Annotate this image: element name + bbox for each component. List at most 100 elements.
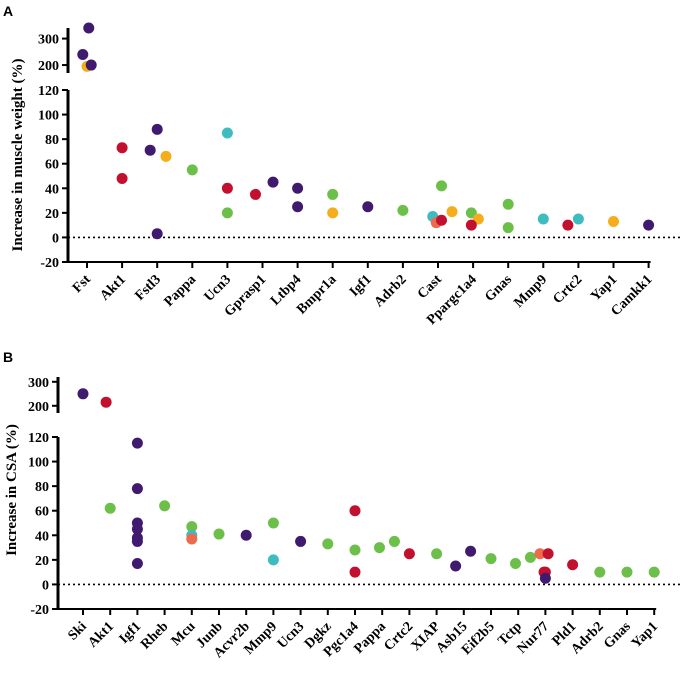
data-point [186,164,198,176]
data-point [388,535,400,547]
y-tick-label: 100 [28,456,49,471]
data-point [534,548,546,560]
data-point [186,521,198,533]
data-point [446,206,458,218]
panel-label: B [3,349,13,365]
y-tick-label: 60 [45,158,59,173]
x-tick-label: Nur77 [515,619,553,657]
data-point [349,566,361,578]
x-tick-label: Igf1 [347,272,375,300]
data-point [131,558,143,570]
data-point [100,396,112,408]
data-point [221,182,233,194]
data-point [327,207,339,219]
y-axis-title: Increase in muscle weight (%) [10,58,26,251]
x-tick-label: Crtc2 [550,272,585,307]
data-point [643,219,655,231]
data-point [608,215,619,227]
data-point [567,559,579,571]
data-point [431,548,443,560]
x-tick-label: Fstl3 [133,272,165,304]
y-tick-label: 300 [38,33,59,48]
y-tick-label: 120 [28,431,49,446]
data-point [349,544,361,556]
panel-b: B -20 0 20 40 60 80 100 120 200 300 Increase in CSA… [3,349,680,661]
data-point [509,558,521,570]
data-point [572,213,584,225]
data-point [131,523,143,535]
x-tick-label: Yap1 [588,272,620,304]
data-point [465,545,477,557]
y-tick-label: 300 [28,376,49,391]
x-tick-label: Fst [70,272,94,296]
y-tick-label: 200 [38,59,59,74]
data-point [77,388,89,400]
data-point [267,554,279,566]
data-point [322,538,334,550]
data-point [621,566,633,578]
y-tick-label: 20 [35,554,49,569]
data-point [465,219,477,231]
data-point [131,437,143,449]
data-point [362,201,374,213]
data-point [151,123,163,135]
y-tick-label: 20 [45,207,59,222]
data-point [537,213,549,225]
data-point [267,517,279,529]
data-point [131,483,143,495]
data-point [151,228,163,240]
x-tick-label: Akt1 [86,619,118,651]
y-tick-label: 120 [38,84,59,99]
y-tick-label: 40 [35,529,49,544]
x-tick-label: Ucn3 [275,619,308,652]
data-point [524,551,536,563]
x-tick-label: Mcu [169,619,199,649]
data-point [485,553,497,565]
data-point [397,204,409,216]
data-point [594,566,606,578]
data-point [77,48,89,60]
data-point [562,219,574,231]
y-tick-label: -20 [30,603,49,618]
data-point [213,528,225,540]
data-point [349,505,361,517]
data-point [131,535,143,547]
data-point [116,172,128,184]
data-point [267,176,279,188]
data-point [160,150,172,162]
data-point [450,560,462,572]
data-point [292,201,304,213]
x-tick-label: Yap1 [629,619,661,651]
data-point [403,548,415,560]
y-tick-label: 200 [28,400,49,415]
x-tick-label: Cast [415,272,445,302]
x-tick-label: Adrb2 [372,272,410,310]
y-tick-label: 0 [52,231,59,246]
data-point [292,182,304,194]
data-point [295,535,307,547]
y-tick-label: -20 [40,256,59,271]
y-tick-label: 40 [45,182,59,197]
x-tick-label: Ucn3 [202,272,235,305]
data-point [144,144,156,156]
y-tick-label: 80 [45,133,59,148]
data-point [327,188,339,200]
data-point [542,548,554,560]
x-tick-label: Pappa [162,272,200,310]
data-point [221,207,233,219]
data-point [539,572,551,584]
x-tick-label: Pappa [351,619,389,657]
data-point [502,222,514,234]
data-point [249,188,261,200]
y-tick-label: 60 [35,505,49,520]
data-point [436,214,448,226]
x-tick-label: Bmpr1a [294,272,339,317]
data-point [116,142,128,154]
data-point [502,198,514,210]
x-tick-label: Gnas [601,619,634,652]
y-tick-label: 80 [35,480,49,495]
data-point [221,127,233,139]
y-axis-title: Increase in CSA (%) [4,424,20,556]
data-point [186,533,198,545]
